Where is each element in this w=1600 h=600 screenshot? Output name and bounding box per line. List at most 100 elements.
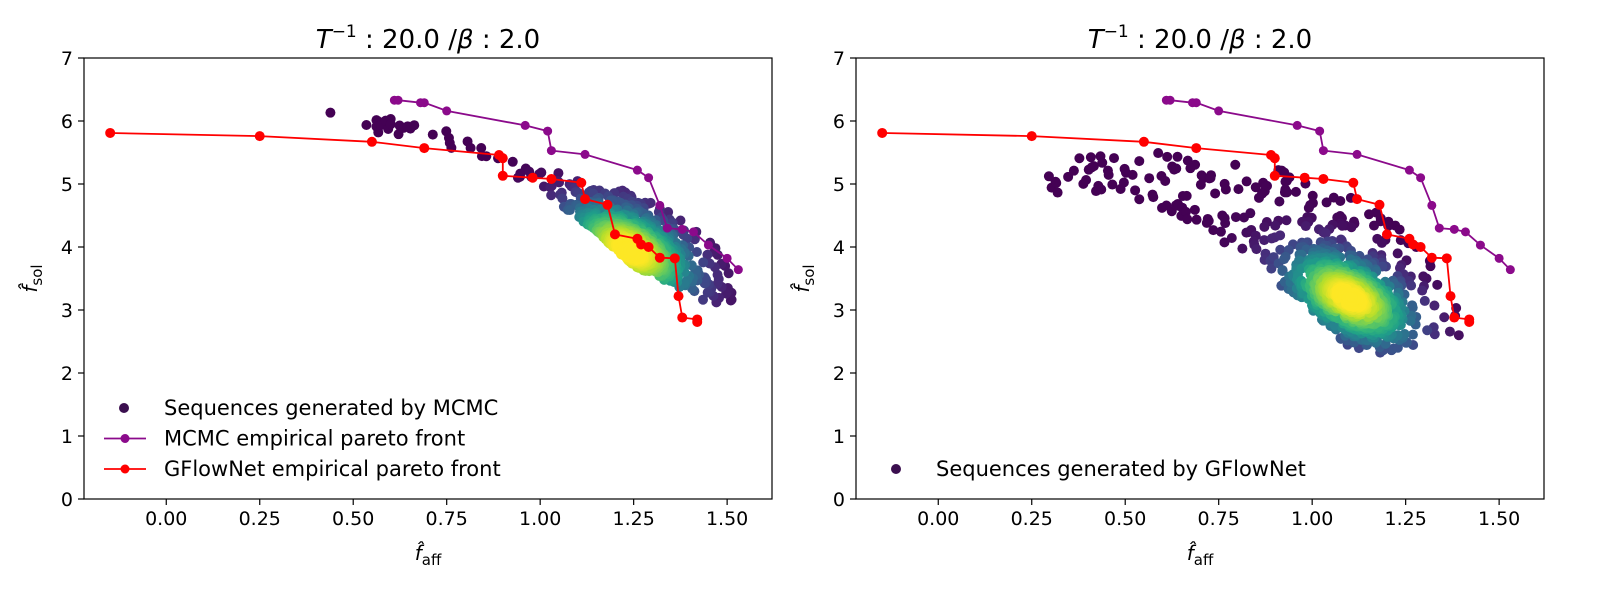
scatter-point [1392,248,1403,259]
scatter-point [1220,218,1231,229]
scatter-point [409,120,420,131]
pareto-front-gflownet [877,127,1475,327]
front-point [1416,173,1426,183]
front-point [644,173,654,183]
front-point [673,291,684,302]
scatter-point [1096,184,1107,195]
scatter-point [1074,153,1085,164]
scatter-point [1439,312,1450,323]
scatter-point [1233,184,1244,195]
legend-marker [120,464,130,474]
pareto-front-mcmc [1161,95,1515,275]
scatter-point [626,246,637,257]
front-point [546,173,557,184]
scatter-point [1281,215,1292,226]
y-tick-label: 0 [833,489,845,511]
scatter-point [1335,195,1346,206]
scatter-point [1189,204,1200,215]
front-point [1352,194,1363,205]
front-point [669,253,680,264]
scatter-cloud [325,107,737,308]
front-point [520,120,530,130]
scatter-point [1253,192,1264,203]
scatter-point [1274,196,1285,207]
axes-frame [83,57,773,500]
scatter-point [1259,221,1270,232]
scatter-point [1162,151,1173,162]
scatter-point [1043,171,1054,182]
front-point [497,153,508,164]
front-point [393,95,403,105]
front-point [543,126,553,136]
scatter-point [1241,176,1252,187]
front-point [1381,229,1392,240]
scatter-point [1279,187,1290,198]
scatter-point [1144,173,1155,184]
scatter-point [1182,214,1193,225]
scatter-point [1320,228,1331,239]
scatter-point [1051,178,1062,189]
scatter-point [1300,221,1311,232]
chart-title: T−1 : 20.0 /β : 2.0 [316,22,540,55]
scatter-point [1208,225,1219,236]
scatter-point [698,257,709,268]
pareto-front-gflownet [105,127,703,327]
scatter-point [1275,230,1286,241]
front-point [546,146,556,156]
front-point [442,106,452,116]
scatter-point [1118,177,1129,188]
scatter-point [1277,265,1288,276]
front-point [1292,120,1302,130]
y-tick-label: 1 [833,426,845,448]
scatter-point [712,269,723,280]
scatter-point [1068,165,1079,176]
x-tick-label: 1.00 [1291,508,1333,530]
front-point [677,224,687,234]
scatter-point [1406,280,1417,291]
x-tick-label: 0.50 [1104,508,1146,530]
scatter-point [691,246,702,257]
front-point [1415,242,1426,252]
front-point [1348,177,1359,188]
y-tick-label: 5 [833,174,845,196]
front-point [1445,291,1456,302]
front-point [1434,223,1444,233]
scatter-point [1127,169,1138,180]
scatter-point [385,119,396,130]
front-point [1352,149,1362,159]
front-point [662,223,672,233]
legend-label: Sequences generated by GFlowNet [936,457,1306,481]
scatter-point [1418,271,1429,282]
chart-panel-2: T−1 : 20.0 /β : 2.0 0.00 0.25 0.50 0.75 1.00 1… [790,22,1545,569]
front-point [677,312,688,323]
scatter-point [1085,152,1096,163]
scatter-point [1171,163,1182,174]
front-point [366,136,377,147]
y-tick-label: 4 [833,237,845,259]
scatter-point [1425,261,1436,272]
scatter-point [1052,187,1063,198]
x-axis-label: f̂aff [1187,541,1214,569]
x-tick-label: 0.75 [426,508,468,530]
scatter-point [1280,176,1291,187]
scatter-point [1107,179,1118,190]
scatter-point [702,287,713,298]
scatter-point [1172,151,1183,162]
x-tick-label: 1.25 [612,508,654,530]
scatter-point [1422,325,1433,336]
front-line [110,132,699,322]
scatter-point [1290,186,1301,197]
scatter-point [1185,163,1196,174]
y-tick-label: 7 [61,48,73,70]
scatter-point [1417,285,1428,296]
y-tick-label: 7 [833,48,845,70]
scatter-point [1134,194,1145,205]
front-point [580,194,591,205]
chart-panel-1: T−1 : 20.0 /β : 2.0 0.00 0.25 0.50 0.75 1.00 1… [18,22,773,569]
scatter-point [1345,291,1356,302]
scatter-point [507,156,518,167]
front-point [105,127,116,138]
front-point [1505,265,1515,275]
scatter-point [427,129,438,140]
front-point [733,265,743,275]
